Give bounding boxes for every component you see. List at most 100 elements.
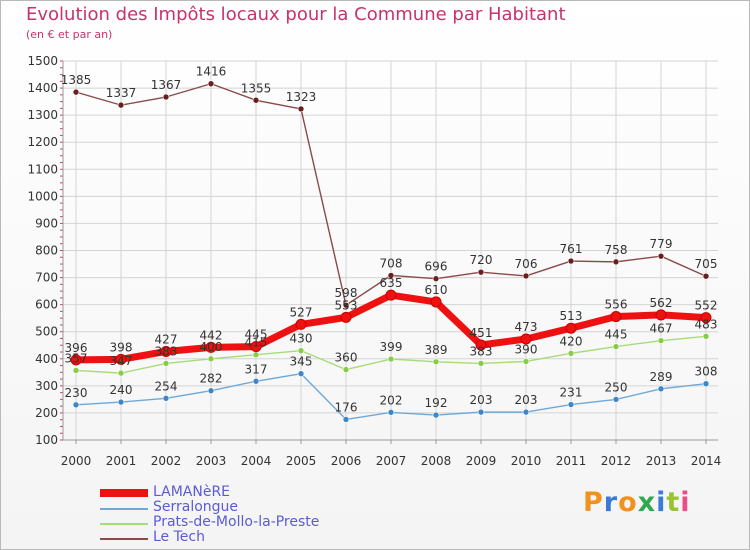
data-point bbox=[565, 322, 577, 334]
y-tick-label: 100 bbox=[35, 433, 58, 447]
data-label: 1337 bbox=[106, 86, 137, 100]
data-point bbox=[657, 252, 665, 260]
data-point bbox=[702, 272, 710, 280]
data-label: 1367 bbox=[151, 78, 182, 92]
x-tick-label: 2010 bbox=[511, 454, 542, 468]
data-point bbox=[702, 333, 710, 340]
data-label: 176 bbox=[335, 400, 358, 414]
x-tick-label: 2008 bbox=[421, 454, 452, 468]
legend-swatch-prats bbox=[100, 523, 148, 525]
data-label: 383 bbox=[155, 344, 178, 358]
data-label: 779 bbox=[650, 237, 673, 251]
data-label: 427 bbox=[155, 332, 178, 346]
data-point bbox=[72, 367, 80, 374]
data-label: 1355 bbox=[241, 81, 272, 95]
logo-letter: t bbox=[666, 487, 681, 518]
chart-title: Evolution des Impôts locaux pour la Comm… bbox=[26, 4, 566, 25]
y-tick-label: 500 bbox=[35, 325, 58, 339]
logo-letter: i bbox=[656, 487, 667, 518]
data-point bbox=[205, 341, 217, 353]
data-point bbox=[657, 385, 665, 393]
data-label: 708 bbox=[380, 256, 403, 270]
data-label: 635 bbox=[380, 276, 403, 290]
data-point bbox=[655, 309, 667, 321]
data-point bbox=[612, 258, 620, 266]
data-point bbox=[342, 301, 350, 309]
data-point bbox=[72, 88, 80, 96]
data-point bbox=[612, 343, 620, 350]
data-point bbox=[160, 345, 172, 357]
chart-subtitle: (en € et par an) bbox=[26, 28, 113, 41]
y-tick-label: 700 bbox=[35, 271, 58, 285]
data-point bbox=[117, 101, 125, 109]
data-point bbox=[207, 80, 215, 88]
data-label: 467 bbox=[650, 322, 673, 336]
y-tick-label: 1000 bbox=[27, 189, 58, 203]
data-point bbox=[340, 311, 352, 323]
y-tick-label: 1200 bbox=[27, 135, 58, 149]
data-point bbox=[162, 395, 170, 402]
legend-swatch-serralongue bbox=[100, 508, 148, 510]
y-tick-label: 400 bbox=[35, 352, 58, 366]
data-point bbox=[115, 353, 127, 365]
data-label: 696 bbox=[425, 260, 448, 274]
data-point bbox=[387, 409, 395, 416]
y-tick-label: 300 bbox=[35, 379, 58, 393]
data-label: 360 bbox=[335, 351, 358, 365]
data-point bbox=[700, 312, 712, 324]
data-label: 250 bbox=[605, 380, 628, 394]
data-point bbox=[702, 380, 710, 387]
data-point bbox=[477, 408, 485, 416]
data-point bbox=[567, 401, 575, 408]
data-label: 706 bbox=[515, 257, 538, 271]
x-tick-label: 2000 bbox=[61, 454, 92, 468]
data-point bbox=[295, 318, 307, 330]
data-label: 202 bbox=[380, 393, 403, 407]
data-label: 400 bbox=[200, 340, 223, 354]
data-label: 562 bbox=[650, 296, 673, 310]
data-point bbox=[520, 333, 532, 345]
data-point bbox=[432, 411, 440, 419]
data-label: 442 bbox=[200, 328, 223, 342]
logo-letter: P bbox=[583, 487, 604, 518]
proxiti-logo: Proxiti bbox=[583, 487, 691, 518]
x-tick-label: 2007 bbox=[376, 454, 407, 468]
legend-label-le-tech: Le Tech bbox=[153, 529, 205, 545]
data-label: 254 bbox=[155, 379, 178, 393]
data-label: 430 bbox=[290, 332, 313, 346]
data-label: 398 bbox=[110, 340, 133, 354]
y-tick-label: 200 bbox=[35, 406, 58, 420]
data-point bbox=[207, 355, 215, 363]
data-label: 1385 bbox=[61, 73, 92, 87]
data-label: 230 bbox=[65, 386, 88, 400]
data-point bbox=[430, 296, 442, 308]
data-point bbox=[432, 275, 440, 282]
logo-letter: r bbox=[603, 487, 619, 518]
data-label: 1416 bbox=[196, 65, 227, 79]
data-label: 527 bbox=[290, 305, 313, 319]
x-tick-label: 2004 bbox=[241, 454, 272, 468]
x-tick-label: 2011 bbox=[556, 454, 587, 468]
legend-swatch-le-tech bbox=[100, 538, 148, 540]
data-point bbox=[477, 360, 485, 367]
data-point bbox=[475, 339, 487, 351]
data-point bbox=[250, 341, 262, 353]
data-label: 390 bbox=[515, 342, 538, 356]
data-label: 347 bbox=[110, 354, 133, 368]
data-label: 758 bbox=[605, 243, 628, 257]
legend-label-lamanere: LAMANèRE bbox=[153, 484, 231, 500]
data-point bbox=[297, 105, 305, 113]
data-label: 483 bbox=[695, 317, 718, 331]
x-tick-label: 2014 bbox=[691, 454, 722, 468]
data-point bbox=[610, 311, 622, 323]
y-tick-label: 1100 bbox=[27, 162, 58, 176]
data-label: 445 bbox=[245, 328, 268, 342]
data-point bbox=[342, 416, 350, 423]
data-label: 451 bbox=[470, 326, 493, 340]
x-tick-label: 2003 bbox=[196, 454, 227, 468]
data-point bbox=[117, 398, 125, 406]
data-point bbox=[252, 96, 260, 104]
x-tick-label: 2002 bbox=[151, 454, 182, 468]
data-label: 420 bbox=[560, 334, 583, 348]
